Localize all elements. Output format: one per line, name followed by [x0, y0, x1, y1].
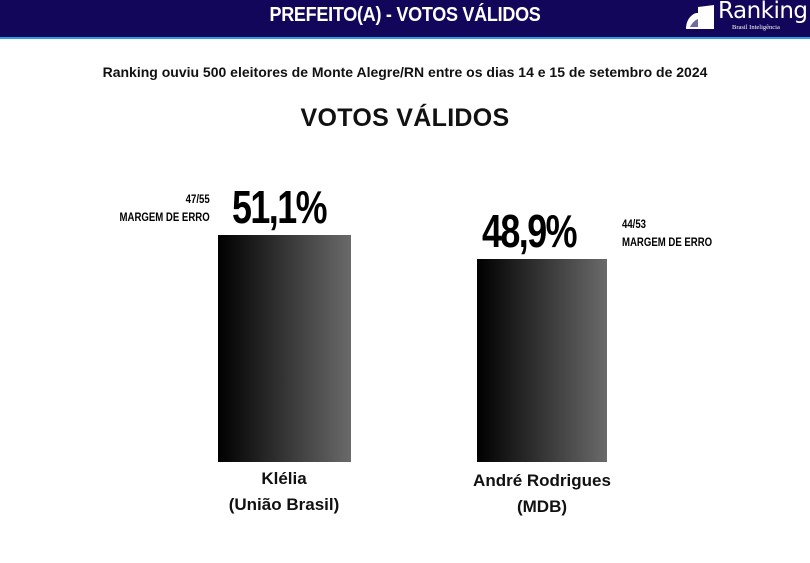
- header-bar: PREFEITO(A) - VOTOS VÁLIDOS Ranking Bras…: [0, 0, 810, 39]
- bar-klelia: [218, 235, 351, 462]
- margin-label: MARGEM DE ERRO: [119, 210, 210, 224]
- survey-description: Ranking ouviu 500 eleitores de Monte Ale…: [102, 64, 708, 80]
- candidate-party: (União Brasil): [228, 495, 340, 514]
- logo-text: Ranking: [718, 0, 808, 24]
- candidate-label-klelia: Klélia (União Brasil): [184, 466, 384, 518]
- margin-range: 47/55: [185, 192, 210, 206]
- margin-of-error-klelia: 47/55 MARGEM DE ERRO: [120, 190, 210, 226]
- margin-label: MARGEM DE ERRO: [622, 235, 713, 249]
- ranking-logo: Ranking Brasil Inteligência: [680, 0, 808, 36]
- value-label-andre-rodrigues: 48,9%: [482, 205, 578, 257]
- value-label-klelia: 51,1%: [232, 181, 328, 233]
- bar-andre-rodrigues: [477, 259, 607, 462]
- margin-of-error-andre-rodrigues: 44/53 MARGEM DE ERRO: [622, 215, 712, 251]
- candidate-label-andre-rodrigues: André Rodrigues (MDB): [442, 468, 642, 520]
- logo-subtext: Brasil Inteligência: [732, 24, 780, 31]
- ranking-logo-icon: [686, 5, 714, 29]
- chart-title: VOTOS VÁLIDOS: [300, 104, 510, 132]
- candidate-name: Klélia: [261, 469, 307, 488]
- margin-range: 44/53: [622, 217, 647, 231]
- page-title: PREFEITO(A) - VOTOS VÁLIDOS: [269, 4, 541, 26]
- candidate-party: (MDB): [516, 497, 568, 516]
- candidate-name: André Rodrigues: [473, 471, 611, 490]
